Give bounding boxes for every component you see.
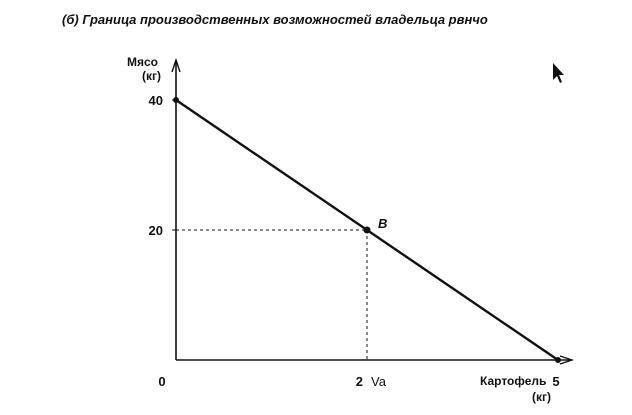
chart-title: (б) Граница производственных возможносте… [62, 12, 488, 27]
x-tick-label-2: 2 [356, 374, 363, 389]
cursor-icon [553, 63, 564, 83]
point-label-B: B [378, 216, 387, 231]
x-tick-label-5: 5 [552, 374, 559, 389]
x-axis-label: Картофель [480, 374, 546, 388]
y-axis-label: Мясо [127, 55, 158, 69]
y-axis-arrow [171, 57, 181, 73]
series-endpoint-0-1 [555, 357, 561, 363]
tick-labels: 20 40 0 2 Va 5 [149, 93, 560, 389]
guide-lines [176, 229, 368, 360]
y-tick-label-40: 40 [149, 93, 163, 108]
x-axis-unit: (кг) [532, 390, 551, 404]
y-axis [171, 57, 181, 360]
point-marker-B [363, 226, 371, 234]
x-axis-arrow [559, 355, 575, 365]
x-axis [176, 355, 575, 365]
y-tick-label-20: 20 [149, 223, 163, 238]
x-tick-label-0: 0 [158, 374, 165, 389]
x-tick-suffix: Va [371, 374, 387, 389]
point-markers: B [363, 216, 387, 234]
y-axis-unit: (кг) [142, 69, 161, 83]
